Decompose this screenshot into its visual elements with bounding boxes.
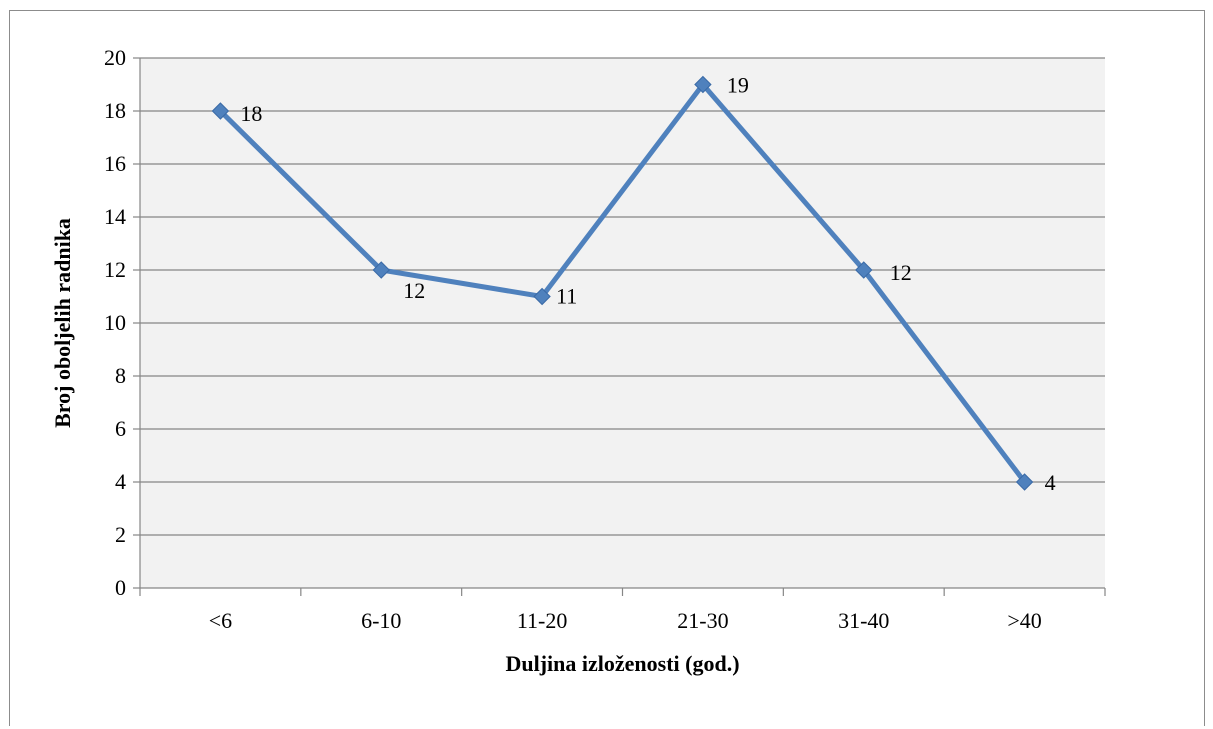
data-label: 12 xyxy=(403,278,425,303)
chart-frame xyxy=(9,10,1205,726)
y-tick-label: 0 xyxy=(115,575,126,600)
series-line xyxy=(217,82,1028,485)
axes xyxy=(133,57,1106,596)
data-label: 12 xyxy=(890,260,912,285)
data-label: 19 xyxy=(727,73,749,98)
y-tick-label: 4 xyxy=(115,469,126,494)
y-tick-label: 2 xyxy=(115,522,126,547)
data-point-marker xyxy=(855,261,873,279)
data-point-marker xyxy=(211,102,230,120)
gridlines xyxy=(140,57,1105,536)
x-tick-label: 21-30 xyxy=(677,608,728,633)
data-label: 18 xyxy=(240,101,262,126)
y-tick-label: 20 xyxy=(104,45,126,70)
y-tick-label: 16 xyxy=(104,151,126,176)
y-tick-label: 10 xyxy=(104,310,126,335)
data-point-marker xyxy=(694,75,712,94)
data-labels: 18 12 11 19 12 4 xyxy=(240,73,1055,496)
y-tick-label: 6 xyxy=(115,416,126,441)
data-point-marker xyxy=(1015,473,1034,491)
y-tick-label: 12 xyxy=(104,257,126,282)
x-tick-labels: <6 6-10 11-20 21-30 31-40 >40 xyxy=(209,608,1042,633)
y-tick-label: 14 xyxy=(104,204,126,229)
x-tick-label: <6 xyxy=(209,608,232,633)
x-tick-label: >40 xyxy=(1007,608,1041,633)
series-group xyxy=(211,75,1034,491)
y-tick-label: 18 xyxy=(104,98,126,123)
y-tick-label: 8 xyxy=(115,363,126,388)
x-tick-label: 6-10 xyxy=(361,608,401,633)
data-label: 4 xyxy=(1045,470,1056,495)
data-label: 11 xyxy=(556,284,577,309)
y-tick-labels: 0 2 4 6 8 10 12 14 16 18 20 xyxy=(104,45,126,600)
x-axis-title: Duljina izloženosti (god.) xyxy=(505,651,739,676)
data-point-marker xyxy=(372,261,390,279)
x-tick-label: 31-40 xyxy=(838,608,889,633)
x-tick-label: 11-20 xyxy=(517,608,568,633)
data-point-marker xyxy=(533,287,551,306)
y-axis-title: Broj oboljelih radnika xyxy=(50,218,75,428)
